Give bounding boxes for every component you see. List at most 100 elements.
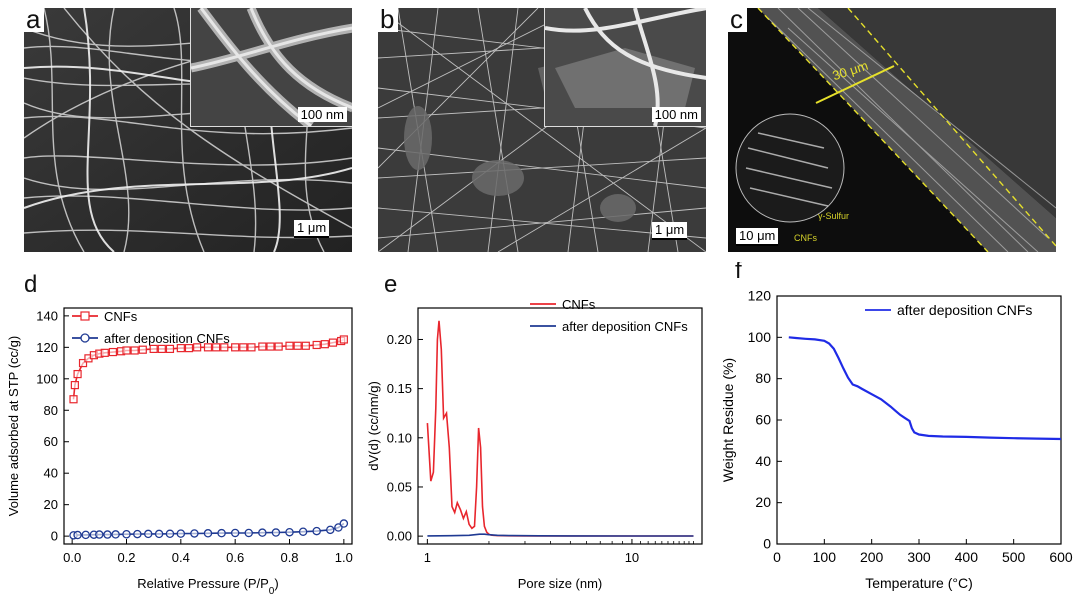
scale-label-inset-a: 100 nm (297, 107, 347, 122)
data-point (73, 530, 82, 540)
y-tick-label: 40 (755, 453, 771, 469)
plot-area (788, 336, 1061, 441)
legend-label: after deposition CNFs (562, 319, 688, 334)
data-point (100, 348, 109, 357)
y-tick-label: 0.00 (387, 529, 412, 544)
plot-frame (63, 307, 353, 545)
data-point (165, 529, 175, 539)
scale-label-a: 1 μm (294, 220, 330, 238)
x-tick-label: 600 (1049, 549, 1073, 565)
data-point (220, 343, 229, 352)
legend-marker (80, 333, 90, 343)
scale-label-inset-b: 100 nm (651, 107, 701, 122)
panel-letter-b: b (378, 8, 399, 32)
legend-marker (80, 311, 90, 321)
sem-panel-c: 30 μm γ-Sulfur CNFs c 10 μm (728, 8, 1056, 252)
data-point (70, 380, 79, 390)
data-point (274, 342, 283, 351)
x-tick-label: 300 (907, 549, 931, 565)
y-tick-label: 20 (755, 494, 771, 510)
y-tick-label: 0.15 (387, 381, 412, 396)
legend-label: after deposition CNFs (104, 331, 230, 346)
data-point (230, 528, 240, 538)
x-tick-label: 10 (625, 550, 639, 565)
x-tick-label: 0.8 (280, 550, 298, 565)
data-point (176, 529, 186, 538)
data-point (103, 530, 112, 539)
data-point (247, 343, 256, 352)
x-tick-label: 200 (860, 549, 884, 565)
legend-label: CNFs (104, 309, 138, 324)
plot-frame (417, 307, 703, 545)
x-tick-label: 0 (773, 549, 781, 565)
data-point (339, 519, 349, 528)
data-point (95, 530, 104, 539)
y-tick-label: 80 (755, 370, 771, 386)
data-point (285, 341, 294, 350)
y-tick-label: 120 (36, 340, 58, 355)
data-point (266, 342, 275, 351)
x-axis-label: Pore size (nm) (518, 576, 603, 591)
y-tick-label: 20 (44, 497, 58, 512)
data-point (239, 343, 248, 352)
data-point (190, 529, 199, 538)
y-tick-label: 100 (36, 371, 58, 386)
y-tick-label: 0 (763, 536, 771, 552)
x-tick-label: 0.4 (172, 550, 190, 565)
sem-image-c (728, 8, 1056, 252)
y-axis-label: dV(d) (cc/nm/g) (366, 381, 381, 471)
legend-label: after deposition CNFs (897, 302, 1032, 318)
sem-inset-b: 100 nm (544, 8, 706, 127)
data-point (149, 344, 158, 354)
x-tick-label: 500 (1002, 549, 1026, 565)
data-point (108, 347, 118, 357)
y-tick-label: 0.20 (387, 332, 412, 347)
y-tick-label: 0.05 (387, 479, 412, 494)
data-point (339, 335, 348, 344)
y-tick-label: 0.10 (387, 430, 412, 445)
data-point (312, 526, 321, 536)
data-point (193, 343, 202, 352)
data-point (165, 344, 175, 354)
legend-label: CNFs (562, 297, 596, 312)
data-point (217, 528, 226, 538)
panel-letter-f: f (735, 262, 742, 284)
chart-d: d 0.0 0.2 0.4 0.6 0.8 1.0 0 20 40 60 80 100 120 140 Rel… (6, 271, 353, 597)
data-point (69, 395, 78, 404)
series-line-0 (426, 320, 694, 537)
data-point (298, 527, 308, 536)
scale-label-c: 10 μm (736, 228, 779, 246)
data-point (111, 530, 120, 539)
data-point (130, 346, 139, 355)
plot-area (69, 335, 349, 540)
label-cnfs-c: CNFs (794, 233, 817, 243)
data-point (328, 338, 338, 347)
sem-inset-a: 100 nm (190, 8, 352, 130)
panel-letter-e: e (384, 271, 397, 298)
scale-label-b: 1 μm (652, 222, 688, 240)
panel-letter-c: c (728, 8, 747, 32)
y-tick-label: 100 (748, 329, 772, 345)
data-point (258, 528, 267, 537)
data-point (122, 529, 131, 539)
data-point (312, 340, 321, 350)
data-point (154, 529, 164, 539)
y-tick-label: 120 (748, 288, 772, 304)
y-tick-label: 60 (44, 434, 58, 449)
x-tick-label: 100 (813, 549, 837, 565)
data-point (203, 529, 213, 538)
y-axis-label: Volume adsorbed at STP (cc/g) (6, 336, 21, 516)
x-axis-label: Temperature (°C) (865, 575, 973, 591)
data-point (157, 344, 166, 354)
data-point (203, 343, 213, 352)
data-point (212, 343, 221, 352)
data-point (326, 525, 335, 535)
data-point (184, 344, 194, 353)
chart-e: e 1 10 0.00 0.05 0.10 0.15 0.20 Pore size (nm) dV… (366, 271, 703, 591)
data-point (231, 343, 240, 352)
data-point (78, 358, 88, 368)
series-line-0 (788, 336, 1061, 441)
data-point (133, 529, 142, 539)
y-tick-label: 80 (44, 403, 58, 418)
data-point (122, 346, 131, 355)
